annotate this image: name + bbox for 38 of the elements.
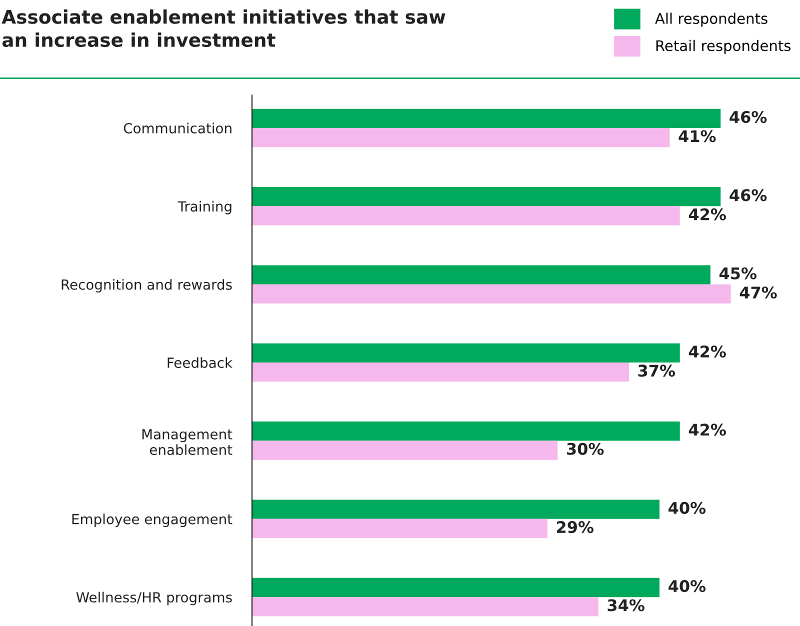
legend-label: All respondents bbox=[655, 12, 768, 27]
data-label: 42% bbox=[688, 424, 726, 436]
data-label: 46% bbox=[730, 189, 767, 202]
y-tick-label: Recognition and rewards bbox=[62, 279, 232, 293]
bar bbox=[252, 518, 548, 538]
bar bbox=[252, 578, 660, 598]
bar bbox=[252, 128, 670, 148]
legend-label: Retail respondents bbox=[656, 40, 791, 54]
bar bbox=[252, 343, 680, 363]
y-tick-label: Feedback bbox=[168, 357, 233, 368]
bar bbox=[252, 265, 710, 284]
y-tick-label: Wellness/HR programs bbox=[76, 592, 232, 606]
bar bbox=[252, 597, 598, 616]
y-tick-label: Training bbox=[178, 200, 232, 214]
bar bbox=[252, 500, 660, 519]
bar bbox=[252, 206, 680, 226]
data-label: 40% bbox=[668, 580, 706, 592]
data-label: 29% bbox=[557, 521, 594, 534]
y-tick-label: Employee engagement bbox=[72, 514, 232, 528]
data-label: 45% bbox=[719, 267, 756, 280]
data-label: 40% bbox=[668, 502, 706, 514]
data-label: 37% bbox=[638, 364, 675, 377]
data-label: 42% bbox=[688, 346, 726, 358]
bar bbox=[252, 284, 731, 304]
chart-title: Associate enablement initiatives that saw an increase in investment bbox=[2, 9, 446, 48]
y-tick-label: Management enablement bbox=[142, 429, 232, 456]
bar bbox=[252, 440, 558, 460]
data-label: 30% bbox=[567, 442, 604, 455]
bar bbox=[252, 108, 721, 128]
data-label: 47% bbox=[740, 286, 777, 299]
y-tick-label: Communication bbox=[124, 122, 232, 134]
data-label: 42% bbox=[688, 208, 726, 220]
data-label: 41% bbox=[678, 130, 716, 142]
bar bbox=[252, 362, 629, 382]
bar bbox=[252, 187, 721, 206]
bar bbox=[252, 422, 680, 441]
data-label: 34% bbox=[608, 599, 644, 612]
data-label: 46% bbox=[730, 110, 767, 124]
